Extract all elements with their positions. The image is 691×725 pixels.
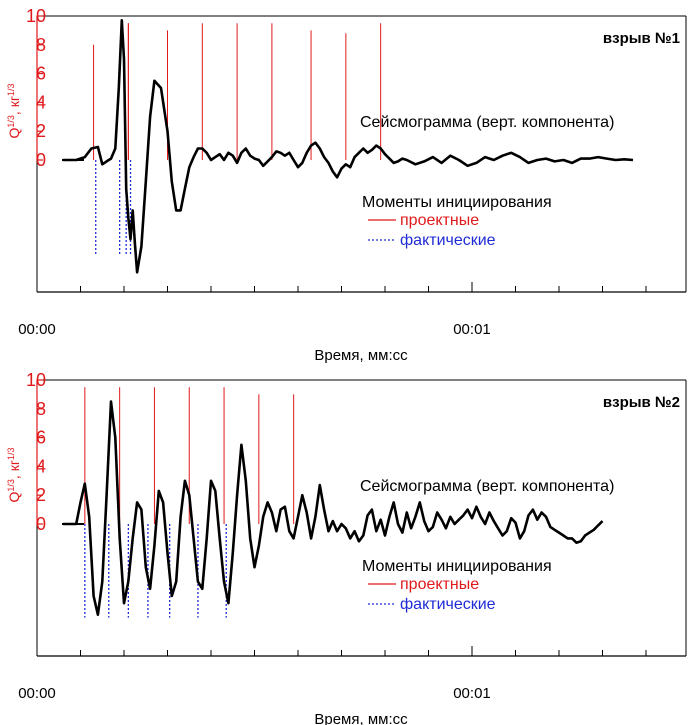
- legend-label: фактические: [400, 596, 496, 613]
- legend-title: Моменты инициирования: [362, 194, 552, 211]
- x-axis-label: Время, мм:сс: [314, 711, 408, 725]
- legend-label: проектные: [400, 212, 479, 229]
- y-axis-label-part: 1/3: [6, 479, 16, 492]
- y-axis-label-part: 1/3: [6, 115, 16, 128]
- y-axis-label-part: , кг: [6, 96, 22, 115]
- y-tick-label: 4: [36, 456, 46, 476]
- x-tick-label: 00:01: [453, 321, 491, 338]
- y-axis-label: Q1/3, кг1/3: [6, 448, 22, 503]
- y-axis-label-part: Q: [6, 127, 22, 138]
- legend-label: фактические: [400, 232, 496, 249]
- seismogram-trace: [63, 19, 634, 274]
- y-tick-label: 6: [36, 64, 46, 84]
- seismogram-trace: [63, 400, 604, 616]
- trace-label: Сейсмограмма (верт. компонента): [360, 478, 614, 495]
- y-tick-label: 0: [36, 150, 46, 170]
- panel-label: взрыв №1: [603, 30, 680, 47]
- x-tick-label: 00:00: [18, 685, 56, 702]
- x-tick-label: 00:01: [453, 685, 491, 702]
- trace-label: Сейсмограмма (верт. компонента): [360, 114, 614, 131]
- y-tick-label: 10: [26, 6, 46, 26]
- y-tick-label: 4: [36, 92, 46, 112]
- legend-title: Моменты инициирования: [362, 558, 552, 575]
- y-axis-label: Q1/3, кг1/3: [6, 84, 22, 139]
- x-axis-label: Время, мм:сс: [314, 347, 408, 364]
- panel-label: взрыв №2: [603, 394, 680, 411]
- y-axis-label-part: 1/3: [6, 84, 16, 97]
- y-axis-label-part: 1/3: [6, 448, 16, 461]
- x-tick-label: 00:00: [18, 321, 56, 338]
- y-tick-label: 2: [36, 485, 46, 505]
- y-tick-label: 0: [36, 514, 46, 534]
- y-axis-label-part: , кг: [6, 460, 22, 479]
- y-tick-label: 6: [36, 428, 46, 448]
- legend-label: проектные: [400, 576, 479, 593]
- y-tick-label: 8: [36, 399, 46, 419]
- y-axis-label-part: Q: [6, 491, 22, 502]
- y-tick-label: 10: [26, 370, 46, 390]
- y-tick-label: 2: [36, 121, 46, 141]
- y-tick-label: 8: [36, 35, 46, 55]
